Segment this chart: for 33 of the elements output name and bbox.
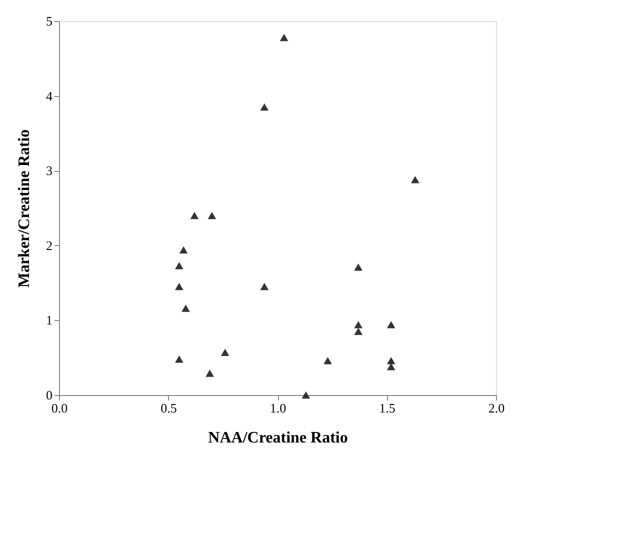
x-tick-label: 1.0	[270, 400, 286, 416]
point	[324, 356, 332, 364]
x-tick-label: 0.5	[160, 400, 177, 416]
point	[260, 103, 269, 111]
x-tick-label: 1.5	[379, 400, 396, 416]
point	[260, 282, 269, 290]
point	[354, 263, 363, 271]
y-axis-title: Marker/Creatine Ratio	[16, 129, 33, 288]
point	[302, 391, 310, 399]
point	[220, 348, 230, 356]
y-tick-label: 0	[46, 388, 52, 402]
point	[182, 304, 190, 312]
y-tick-label: 3	[46, 163, 52, 178]
y-tick-label: 2	[46, 238, 52, 253]
point	[190, 212, 199, 220]
x-axis-title: NAA/Creatine Ratio	[208, 430, 348, 446]
point	[174, 282, 184, 290]
point	[386, 321, 396, 328]
point	[386, 356, 396, 364]
point	[410, 176, 420, 184]
point	[354, 321, 363, 328]
y-tick-label: 5	[46, 14, 52, 28]
point	[174, 355, 184, 363]
point	[208, 212, 216, 220]
point	[354, 328, 363, 336]
x-tick-label: 0.0	[51, 400, 68, 416]
y-tick-label: 4	[46, 88, 53, 104]
point	[174, 262, 184, 270]
point	[280, 34, 288, 42]
point	[179, 246, 188, 254]
x-tick-label: 2.0	[488, 400, 505, 416]
y-tick-label: 1	[46, 312, 52, 328]
point	[206, 370, 214, 377]
